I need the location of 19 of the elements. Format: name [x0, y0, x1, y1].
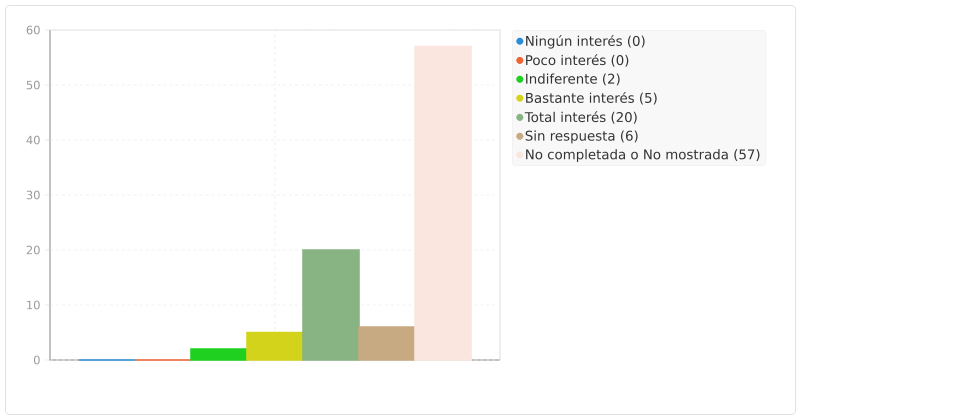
- legend-label: Indiferente (2): [526, 73, 620, 86]
- bar: [414, 46, 472, 361]
- y-tick-label: 60: [26, 26, 40, 34]
- y-tick-label: 40: [26, 136, 40, 144]
- legend-label: Poco interés (0): [526, 54, 628, 67]
- y-tick-label: 30: [26, 190, 40, 200]
- bar: [246, 332, 304, 361]
- bar: [302, 249, 360, 361]
- bar: [358, 326, 416, 361]
- legend-label: Ningún interés (0): [526, 35, 645, 49]
- y-tick-label: 10: [27, 300, 40, 310]
- y-tick-label: 50: [26, 80, 40, 90]
- bar: [190, 348, 248, 361]
- legend-label: No completada o No mostrada (57): [526, 149, 760, 162]
- legend-label: Sin respuesta (6): [526, 130, 638, 144]
- legend-label: Total interés (20): [524, 111, 637, 124]
- y-tick-label: 0: [34, 356, 40, 364]
- y-tick-label: 20: [26, 246, 40, 254]
- legend-label: Bastante interés (5): [526, 92, 657, 105]
